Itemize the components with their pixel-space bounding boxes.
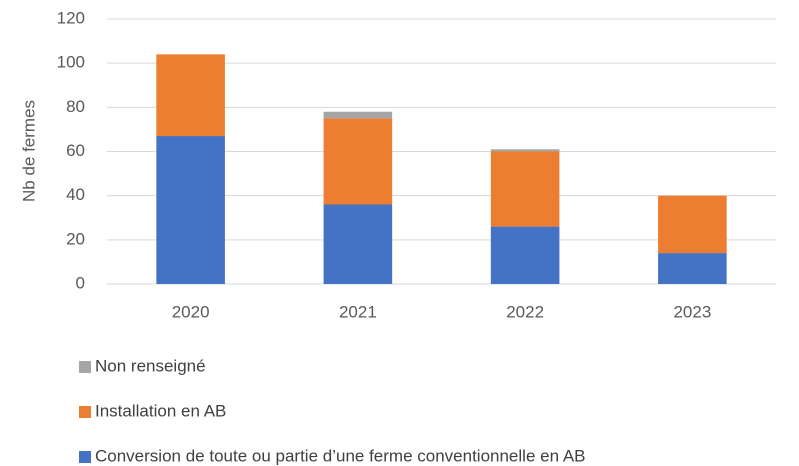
legend: Conversion de toute ou partie d’une ferm… <box>79 356 586 465</box>
bar-segment <box>156 54 225 137</box>
legend-label: Installation en AB <box>95 401 226 420</box>
legend-label: Conversion de toute ou partie d’une ferm… <box>95 446 586 465</box>
legend-swatch <box>79 451 91 463</box>
x-tick-label: 2020 <box>172 302 210 321</box>
y-tick-label: 60 <box>66 141 85 160</box>
y-tick-label: 40 <box>66 185 85 204</box>
x-tick-label: 2023 <box>673 302 711 321</box>
bar-segment <box>323 111 393 119</box>
y-axis-label: Nb de fermes <box>19 100 38 202</box>
bar-segment <box>323 118 393 205</box>
y-tick-label: 100 <box>57 53 85 72</box>
bar-segment <box>658 195 727 254</box>
bar-segment <box>658 253 727 284</box>
bar-segment <box>323 204 393 284</box>
y-tick-label: 0 <box>76 273 85 292</box>
y-tick-label: 120 <box>57 8 85 27</box>
bar-segment <box>490 151 560 227</box>
legend-swatch <box>79 361 91 373</box>
legend-swatch <box>79 406 91 418</box>
bar-segment <box>490 149 560 152</box>
x-tick-label: 2021 <box>339 302 377 321</box>
legend-label: Non renseigné <box>95 356 206 375</box>
y-tick-label: 80 <box>66 97 85 116</box>
bar-segment <box>490 226 560 284</box>
bar-segment <box>156 136 225 284</box>
x-tick-label: 2022 <box>506 302 544 321</box>
y-tick-label: 20 <box>66 229 85 248</box>
